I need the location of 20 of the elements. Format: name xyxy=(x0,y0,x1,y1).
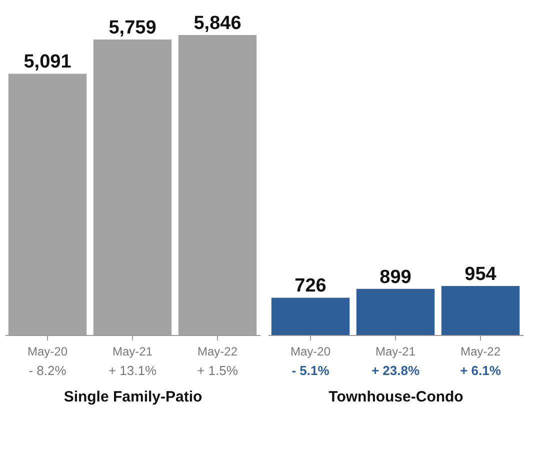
data-label: 5,091 xyxy=(24,52,72,73)
x-tick-label: May-22 xyxy=(197,344,238,358)
text: + 6.1% xyxy=(460,363,502,378)
text: + 23.8% xyxy=(371,363,420,378)
text: - 5.1% xyxy=(292,363,330,378)
x-tick-label: May-20 xyxy=(27,344,68,358)
data-label: 899 xyxy=(380,266,412,288)
x-tick-label: May-20 xyxy=(290,344,331,358)
data-label: 5,846 xyxy=(194,13,242,34)
text: + 1.5% xyxy=(197,363,238,378)
x-tick-label: May-21 xyxy=(112,344,153,358)
x-axis-title: Single Family-Patio xyxy=(64,388,202,406)
x-tick-label: May-22 xyxy=(460,344,501,358)
data-label: 5,759 xyxy=(108,17,156,38)
data-label: 726 xyxy=(294,276,326,297)
data-label: 954 xyxy=(464,264,497,286)
x-tick-label: May-21 xyxy=(375,344,416,358)
text: + 13.1% xyxy=(108,363,157,378)
x-axis-title: Townhouse-Condo xyxy=(328,388,464,406)
text: - 8.2% xyxy=(28,363,67,378)
